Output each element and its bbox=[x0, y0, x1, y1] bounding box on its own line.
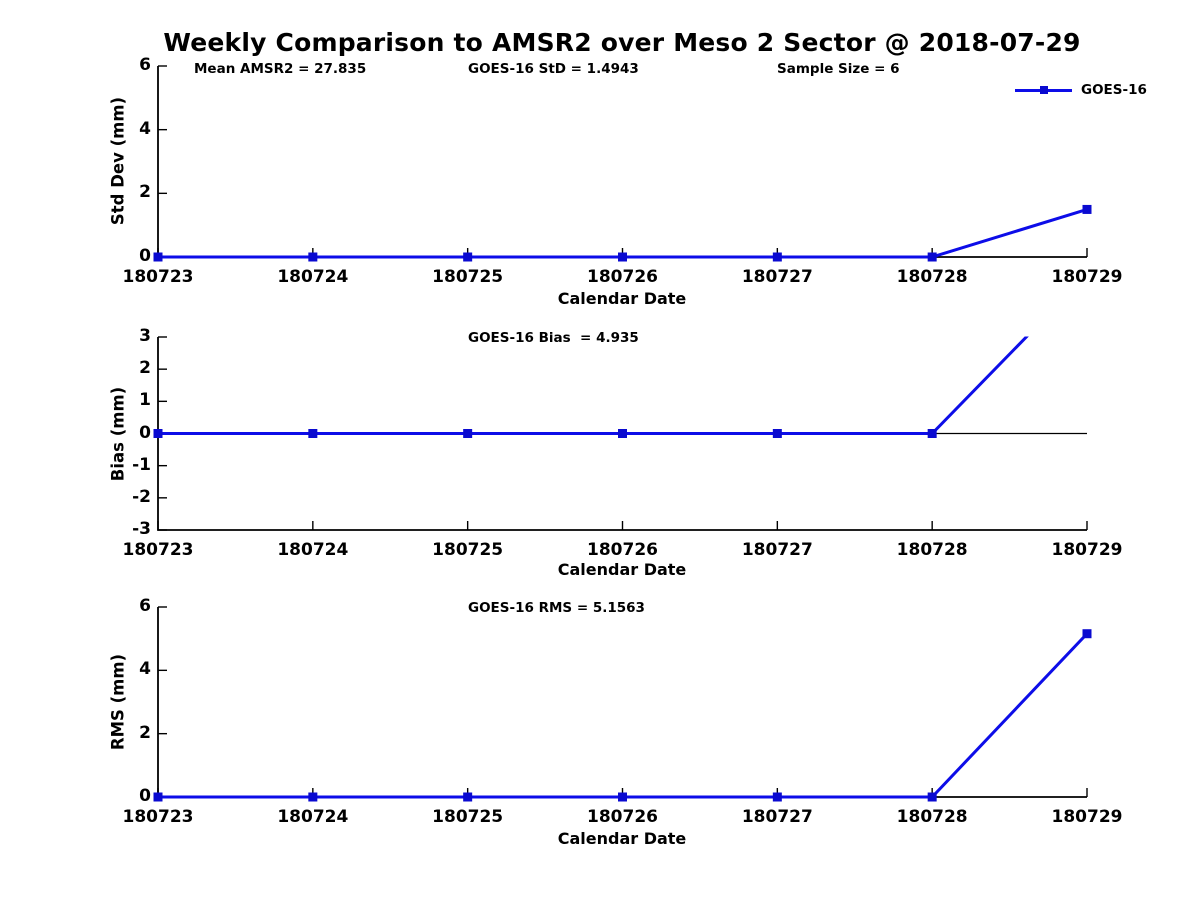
data-point-marker bbox=[772, 252, 782, 262]
series-line-rms bbox=[158, 632, 1089, 799]
data-point-marker bbox=[618, 252, 627, 262]
x-tick-label: 180726 bbox=[587, 267, 658, 287]
data-point-marker bbox=[1082, 629, 1092, 639]
x-tick-label: 180726 bbox=[587, 540, 658, 560]
x-tick-label: 180727 bbox=[741, 267, 813, 287]
x-tick-label: 180725 bbox=[432, 807, 504, 827]
axes-spine-rms bbox=[157, 607, 1087, 798]
x-tick-label: 180729 bbox=[1051, 267, 1123, 287]
data-point-marker bbox=[927, 252, 937, 262]
y-tick-label: -2 bbox=[132, 486, 151, 507]
data-point-marker bbox=[772, 792, 782, 802]
x-tick-label: 180728 bbox=[896, 807, 968, 827]
x-tick-label: 180727 bbox=[741, 540, 813, 560]
data-point-marker bbox=[927, 792, 937, 802]
stat-mean-amsr2: Mean AMSR2 = 27.835 bbox=[194, 61, 367, 77]
data-point-marker bbox=[308, 252, 318, 262]
y-tick-label: -1 bbox=[132, 454, 151, 475]
stat-sample-size: Sample Size = 6 bbox=[777, 61, 900, 77]
y-tick-label: 4 bbox=[139, 118, 151, 139]
y-tick-label: 0 bbox=[139, 786, 151, 806]
stddev-x-axis-label: Calendar Date bbox=[557, 289, 687, 308]
legend-line-sample bbox=[1015, 86, 1072, 94]
y-tick-label: 3 bbox=[139, 326, 151, 346]
data-point-marker bbox=[463, 252, 473, 262]
bias-annotation: GOES-16 Bias = 4.935 bbox=[468, 330, 639, 346]
x-tick-label: 180724 bbox=[277, 267, 349, 287]
y-tick-label: 6 bbox=[139, 55, 151, 75]
y-tick-label: 0 bbox=[139, 246, 151, 266]
x-tick-label: 180729 bbox=[1051, 540, 1123, 560]
x-tick-label: 180725 bbox=[432, 540, 504, 560]
legend-label: GOES-16 bbox=[1081, 82, 1147, 98]
legend: GOES-16 bbox=[1015, 81, 1147, 99]
y-tick-label: 2 bbox=[139, 722, 151, 743]
x-tick-label: 180724 bbox=[277, 807, 349, 827]
series-line-bias bbox=[158, 336, 1029, 435]
data-point-marker bbox=[153, 429, 163, 438]
y-tick-label: 4 bbox=[139, 659, 151, 680]
y-tick-label: 2 bbox=[139, 358, 151, 379]
x-tick-label: 180725 bbox=[432, 267, 504, 287]
y-tick-label: 6 bbox=[139, 596, 151, 616]
stat-goes16-std: GOES-16 StD = 1.4943 bbox=[468, 61, 639, 77]
data-point-marker bbox=[153, 252, 163, 262]
legend-square-marker-icon bbox=[1039, 86, 1048, 94]
x-tick-label: 180724 bbox=[277, 540, 349, 560]
data-point-marker bbox=[772, 429, 782, 438]
data-point-marker bbox=[308, 792, 318, 802]
y-tick-label: 2 bbox=[139, 182, 151, 203]
x-tick-label: 180723 bbox=[122, 540, 194, 560]
bias-x-axis-label: Calendar Date bbox=[557, 560, 687, 579]
x-tick-label: 180726 bbox=[587, 807, 658, 827]
x-tick-label: 180728 bbox=[896, 540, 968, 560]
data-point-marker bbox=[463, 429, 473, 438]
axes-spine-std-dev bbox=[157, 66, 1087, 258]
x-tick-label: 180727 bbox=[741, 807, 813, 827]
x-tick-label: 180729 bbox=[1051, 807, 1123, 827]
data-point-marker bbox=[153, 792, 163, 802]
x-tick-label: 180728 bbox=[896, 267, 968, 287]
data-point-marker bbox=[308, 429, 318, 438]
data-point-marker bbox=[1082, 204, 1092, 214]
data-point-marker bbox=[618, 792, 627, 802]
rms-annotation: GOES-16 RMS = 5.1563 bbox=[468, 600, 645, 616]
y-tick-label: 0 bbox=[139, 422, 151, 443]
rms-x-axis-label: Calendar Date bbox=[557, 829, 687, 848]
y-tick-label: -3 bbox=[132, 519, 151, 539]
data-point-marker bbox=[618, 429, 627, 438]
figure-title: Weekly Comparison to AMSR2 over Meso 2 S… bbox=[163, 28, 1081, 57]
y-tick-label: 1 bbox=[139, 390, 151, 411]
data-point-marker bbox=[463, 792, 473, 802]
x-tick-label: 180723 bbox=[122, 267, 194, 287]
data-point-marker bbox=[927, 429, 937, 438]
x-tick-label: 180723 bbox=[122, 807, 194, 827]
